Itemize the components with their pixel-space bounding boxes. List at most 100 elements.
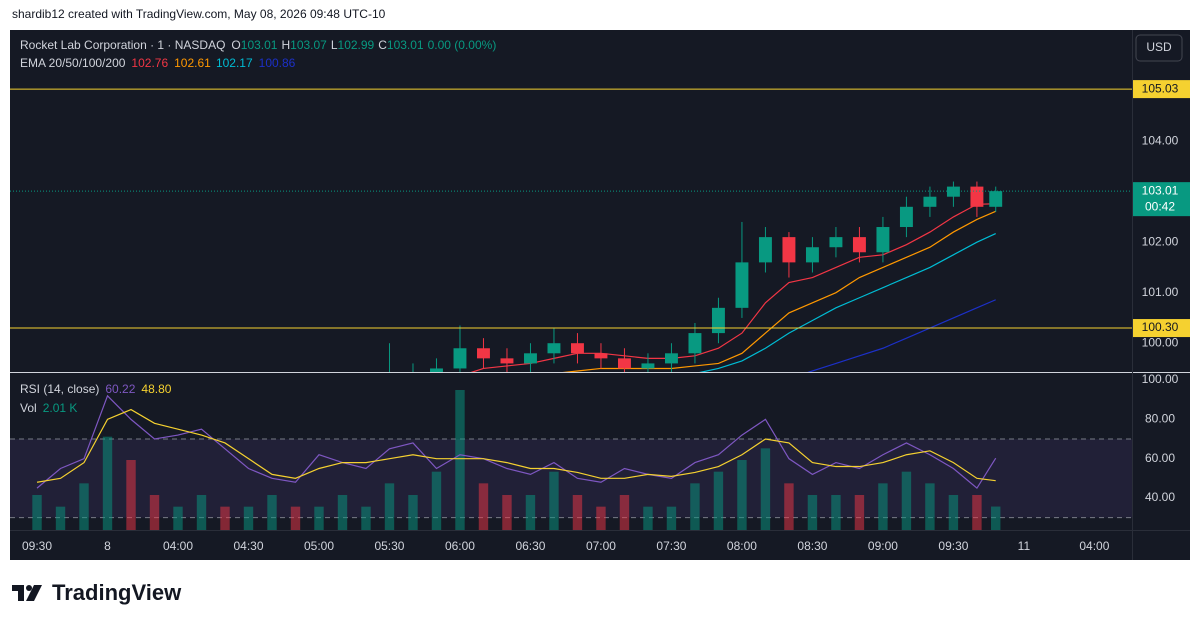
candle-body: [805, 247, 819, 263]
legend-text: 48.80: [141, 382, 171, 396]
volume-bar: [502, 495, 512, 530]
volume-bar: [431, 471, 442, 530]
logo-mark: [26, 585, 32, 591]
volume-bar: [149, 495, 160, 530]
brand: TradingView: [52, 580, 182, 605]
symbol-legend: Rocket Lab Corporation · 1 · NASDAQ O103.…: [20, 38, 496, 52]
volume-bar: [196, 495, 207, 530]
legend-text: 102.76: [131, 56, 168, 70]
currency-button[interactable]: [1135, 34, 1183, 62]
level-label-box: [1133, 319, 1190, 338]
legend-text: 102.17: [216, 56, 253, 70]
candle-body: [989, 191, 1003, 207]
last-price-label: 103.01: [1142, 183, 1179, 197]
volume-bar: [666, 506, 677, 530]
rsi-tick-label: 80.00: [1145, 412, 1175, 426]
candle-body: [735, 262, 749, 308]
volume-bar: [901, 471, 912, 530]
legend-text: O: [231, 38, 240, 52]
x-tick-label: 07:00: [586, 539, 616, 553]
volume-bar: [79, 483, 89, 530]
volume-bar: [220, 506, 230, 530]
x-tick-label: 09:00: [868, 539, 898, 553]
legend-text: 103.01: [241, 38, 278, 52]
rsi-band: [10, 439, 1132, 518]
rsi-legend: RSI (14, close) 60.22 48.80: [20, 382, 172, 396]
volume-bar: [267, 495, 277, 530]
axes: 09:30 8 04:00 04:30 05:00 05:30 06:00 06:30 07:0…: [10, 80, 1190, 553]
legend-text: 2.01 K: [43, 401, 78, 415]
volume-bar: [572, 495, 583, 530]
price-pane: [388, 181, 1003, 372]
x-tick-label: 08:30: [797, 539, 827, 553]
volume-bar: [408, 495, 418, 530]
volume-bar: [619, 495, 630, 530]
volume-bar: [807, 495, 818, 530]
ema-line: [699, 233, 996, 372]
rsi-line: [36, 394, 997, 490]
x-tick-label: 05:00: [304, 539, 334, 553]
x-tick-label: 8: [104, 539, 111, 553]
volume-bar: [102, 436, 113, 530]
candle-body: [500, 358, 514, 364]
legend-text: 100.86: [259, 56, 296, 70]
volume-bar: [784, 483, 794, 530]
candle-body: [641, 363, 655, 369]
y-tick-label: 101.00: [1142, 285, 1179, 299]
volume-bar: [690, 483, 700, 530]
candle-body: [688, 333, 702, 354]
legend-text: Vol: [20, 401, 37, 415]
rsi-tick-label: 100.00: [1142, 372, 1179, 386]
volume-bar: [525, 495, 536, 530]
x-tick-label: 06:30: [515, 539, 545, 553]
candle-body: [430, 368, 443, 372]
candle-body: [477, 348, 490, 359]
volume-bar: [243, 506, 254, 530]
volume-bar: [314, 506, 324, 530]
legend-text: 103.07: [290, 38, 327, 52]
y-tick-label: 102.00: [1142, 234, 1179, 248]
candle-body: [524, 353, 537, 364]
volume-bar: [126, 460, 136, 530]
rsi-tick-label: 60.00: [1145, 451, 1175, 465]
legend-text: 60.22: [105, 382, 135, 396]
candle-body: [711, 307, 725, 334]
volume-bar: [878, 483, 888, 530]
volume-bar: [55, 506, 66, 530]
ema-line: [807, 299, 996, 372]
legend-text: Rocket Lab Corporation · 1 · NASDAQ: [20, 38, 225, 52]
candle-body: [758, 237, 772, 263]
ema-line: [470, 203, 996, 372]
x-tick-label: 06:00: [445, 539, 475, 553]
volume-bar: [831, 495, 841, 530]
candle-body: [970, 186, 984, 207]
y-tick-label: 100.00: [1142, 335, 1179, 349]
volume-bar: [384, 483, 395, 530]
rsi-ma-line: [36, 408, 996, 483]
level-label: 100.30: [1142, 320, 1179, 334]
volume-bar: [972, 495, 982, 530]
level-label-box: [1133, 80, 1190, 99]
volume-bar: [713, 471, 724, 530]
ema-legend: EMA 20/50/100/200 102.76 102.61 102.17 100.8…: [20, 56, 296, 70]
legend-text: RSI (14, close): [20, 382, 99, 396]
candle-body: [946, 186, 960, 197]
legend-text: 103.01: [387, 38, 424, 52]
logo-mark: [12, 585, 24, 601]
legend-text: 102.99: [338, 38, 375, 52]
legend-text: C: [378, 38, 387, 52]
volume-bar: [173, 506, 183, 530]
volume-bar: [478, 483, 489, 530]
candle-body: [547, 343, 561, 354]
legend-text: EMA 20/50/100/200: [20, 56, 126, 70]
x-tick-label: 09:30: [22, 539, 52, 553]
candle-body: [923, 196, 937, 207]
legend-text: L: [331, 38, 338, 52]
volume-bar: [361, 506, 371, 530]
volume-bar: [455, 390, 465, 530]
volume-bar: [854, 495, 865, 530]
last-price-box: [1133, 182, 1190, 217]
currency-label[interactable]: USD: [1146, 40, 1172, 54]
